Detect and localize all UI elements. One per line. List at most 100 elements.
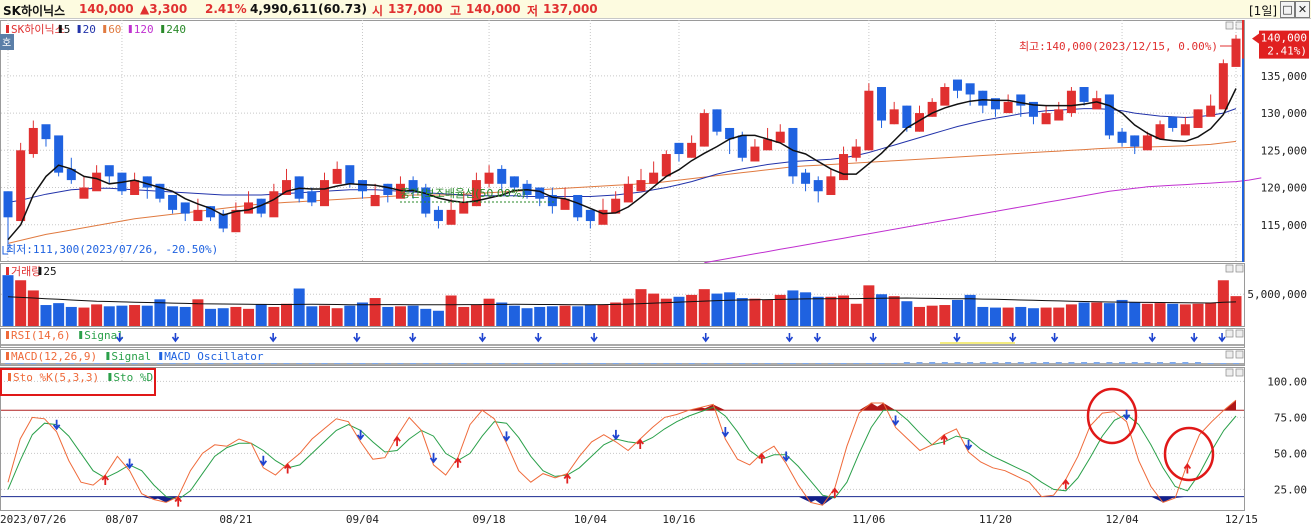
macd-osc-bar-75 bbox=[954, 362, 961, 364]
volume-bar-20 bbox=[255, 304, 267, 326]
candle-body-69 bbox=[877, 87, 887, 121]
candle-body-39 bbox=[497, 168, 507, 184]
price-legend-item-4: 120 bbox=[134, 23, 154, 36]
macd-osc-bar-81 bbox=[1030, 362, 1037, 364]
candle-body-35 bbox=[446, 209, 456, 225]
stoch-buy-arrow-3 bbox=[174, 496, 182, 507]
candle-body-3 bbox=[41, 124, 51, 140]
macd-osc-bar-8 bbox=[106, 363, 113, 364]
stoch-buy-arrow-1 bbox=[101, 474, 109, 485]
candle-body-60 bbox=[763, 139, 773, 151]
last-pct-text: ( 2.41%) bbox=[1254, 45, 1307, 58]
volume-bar-37 bbox=[470, 305, 482, 326]
volume-bar-52 bbox=[660, 298, 672, 326]
macd-osc-bar-69 bbox=[878, 363, 885, 364]
macd-osc-bar-73 bbox=[929, 362, 936, 364]
volume-bar-2 bbox=[27, 290, 39, 326]
price-legend-item-1: 5 bbox=[64, 23, 71, 36]
volume-bar-87 bbox=[1103, 303, 1115, 326]
stoch-sell-arrow-16 bbox=[782, 451, 790, 462]
last-price-box bbox=[1259, 30, 1309, 59]
date-tick-label-10: 12/15 bbox=[1225, 513, 1258, 525]
volume-legend-item-0: 거래량 bbox=[11, 265, 41, 278]
macd-legend-swatch-0 bbox=[6, 352, 9, 360]
macd-osc-bar-78 bbox=[992, 362, 999, 364]
rsi-panel-close-icon bbox=[1235, 329, 1244, 338]
macd-osc-bar-6 bbox=[80, 363, 87, 364]
macd-osc-bar-10 bbox=[131, 363, 138, 364]
macd-osc-bar-82 bbox=[1043, 362, 1050, 364]
candle-body-64 bbox=[813, 180, 823, 192]
stoch-sell-arrow-12 bbox=[612, 429, 620, 441]
macd-osc-bar-14 bbox=[182, 363, 189, 364]
stoch-legend-item-1: Sto %D bbox=[113, 371, 153, 384]
volume-panel-maximize-icon bbox=[1225, 264, 1234, 273]
volume-bar-77 bbox=[977, 306, 989, 326]
stoch-oversold-zone-4 bbox=[1150, 496, 1176, 503]
stoch-panel-maximize-icon bbox=[1225, 368, 1234, 377]
date-axis-bg bbox=[0, 511, 1311, 525]
volume-bar-62 bbox=[787, 290, 799, 326]
period-selector[interactable]: [1일] bbox=[1249, 4, 1278, 18]
price-legend-swatch-2 bbox=[77, 25, 81, 33]
candle-body-33 bbox=[421, 187, 431, 214]
candle-body-37 bbox=[471, 180, 481, 207]
candle-body-25 bbox=[319, 180, 329, 207]
macd-osc-bar-91 bbox=[1157, 362, 1164, 364]
macd-osc-bar-90 bbox=[1144, 362, 1151, 364]
volume-bar-71 bbox=[901, 301, 913, 326]
volume-bar-26 bbox=[331, 308, 343, 326]
macd-osc-bar-3 bbox=[42, 363, 49, 364]
candle-body-67 bbox=[851, 146, 861, 158]
volume-bar-65 bbox=[825, 296, 837, 326]
candle-body-36 bbox=[459, 202, 469, 214]
volume-ma25-line bbox=[7, 296, 1237, 306]
candle-body-91 bbox=[1155, 124, 1165, 140]
stoch-panel-frame bbox=[0, 367, 1245, 511]
candle-body-68 bbox=[864, 90, 874, 151]
candle-body-94 bbox=[1193, 109, 1203, 128]
macd-osc-bar-38 bbox=[486, 363, 493, 364]
volume-bar-1 bbox=[15, 280, 27, 326]
stoch-oversold-zone-3 bbox=[810, 496, 835, 506]
macd-osc-bar-61 bbox=[777, 363, 784, 364]
volume-bar-31 bbox=[394, 306, 406, 326]
macd-osc-bar-79 bbox=[1005, 362, 1012, 364]
price-tick-label-3: 130,000 bbox=[1261, 107, 1307, 120]
volume-bar-57 bbox=[724, 292, 736, 326]
volume-bar-92 bbox=[1167, 303, 1179, 326]
volume-bar-51 bbox=[648, 293, 660, 326]
close-icon[interactable]: ✕ bbox=[1295, 1, 1310, 18]
volume-bar-94 bbox=[1192, 303, 1204, 326]
rsi-panel-frame bbox=[0, 328, 1245, 348]
candle-body-86 bbox=[1092, 98, 1102, 110]
volume-bar-97 bbox=[1230, 296, 1242, 326]
volume-bar-83 bbox=[1053, 307, 1065, 326]
volume-bar-96 bbox=[1217, 280, 1229, 326]
macd-osc-bar-59 bbox=[751, 363, 758, 364]
candle-body-14 bbox=[180, 202, 190, 214]
macd-osc-bar-12 bbox=[156, 363, 163, 364]
macd-osc-bar-88 bbox=[1119, 362, 1126, 364]
volume-panel-close-icon bbox=[1235, 264, 1244, 273]
price-legend-item-0: SK하이닉스 bbox=[11, 22, 65, 36]
macd-osc-bar-46 bbox=[587, 363, 594, 364]
restore-icon[interactable]: □ bbox=[1280, 1, 1295, 18]
macd-osc-bar-51 bbox=[650, 363, 657, 364]
rsi-panel-maximize-icon bbox=[1225, 329, 1234, 338]
macd-osc-bar-7 bbox=[93, 363, 100, 364]
macd-osc-bar-20 bbox=[258, 363, 265, 364]
ma120-line bbox=[704, 177, 1262, 264]
ma5-line bbox=[7, 88, 1237, 241]
rsi-signal-arrow-10 bbox=[813, 333, 822, 343]
date-tick-label-1: 08/07 bbox=[105, 513, 138, 525]
volume-bar-75 bbox=[951, 299, 963, 326]
candle-body-38 bbox=[484, 172, 494, 184]
macd-osc-bar-71 bbox=[903, 362, 910, 364]
candle-body-27 bbox=[345, 165, 355, 184]
macd-osc-bar-94 bbox=[1195, 362, 1202, 364]
macd-osc-bar-92 bbox=[1169, 362, 1176, 364]
macd-osc-bar-18 bbox=[232, 363, 239, 364]
